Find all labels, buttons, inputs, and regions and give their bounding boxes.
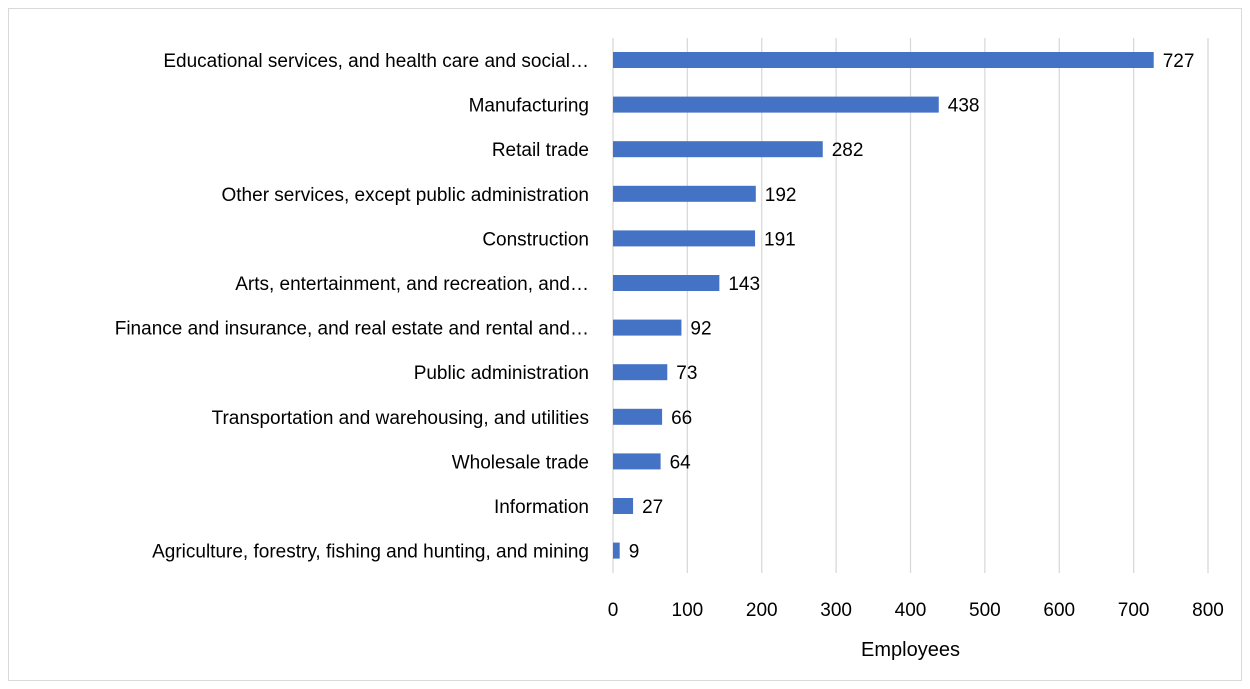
category-label: Construction xyxy=(482,229,589,250)
x-tick-label: 600 xyxy=(1043,600,1075,621)
data-label: 64 xyxy=(670,452,692,473)
x-tick-label: 700 xyxy=(1118,600,1150,621)
category-label: Transportation and warehousing, and util… xyxy=(212,408,589,429)
data-label: 73 xyxy=(676,363,697,384)
category-label: Finance and insurance, and real estate a… xyxy=(115,319,589,340)
bar xyxy=(613,52,1154,68)
data-label: 438 xyxy=(948,96,980,117)
category-label: Public administration xyxy=(414,363,589,384)
category-label: Educational services, and health care an… xyxy=(163,51,589,72)
x-tick-labels: 0 100 200 300 400 500 600 700 800 xyxy=(608,600,1224,621)
category-label: Information xyxy=(494,497,589,518)
data-label: 282 xyxy=(832,140,864,161)
bar xyxy=(613,453,661,470)
data-label: 191 xyxy=(764,229,796,250)
x-tick-label: 100 xyxy=(672,600,704,621)
bar xyxy=(613,364,668,381)
data-label: 9 xyxy=(629,542,640,563)
bar xyxy=(613,230,756,247)
category-label: Manufacturing xyxy=(469,96,589,117)
category-label: Other services, except public administra… xyxy=(222,185,590,206)
chart-frame xyxy=(8,8,1242,681)
category-labels: Educational services, and health care an… xyxy=(115,51,589,563)
category-label: Agriculture, forestry, fishing and hunti… xyxy=(152,542,589,563)
x-tick-label: 300 xyxy=(820,600,852,621)
data-label: 66 xyxy=(671,408,692,429)
x-tick-label: 400 xyxy=(895,600,927,621)
data-labels: 727 438 282 192 191 143 92 73 66 64 27 9 xyxy=(629,51,1195,563)
bar xyxy=(613,542,620,559)
gridlines xyxy=(612,38,1209,573)
x-tick-label: 200 xyxy=(746,600,778,621)
bar xyxy=(613,498,634,514)
bars xyxy=(613,52,1154,559)
x-tick-label: 800 xyxy=(1192,600,1224,621)
x-axis-title: Employees xyxy=(861,639,960,661)
bar xyxy=(613,408,663,425)
bar xyxy=(613,319,682,336)
category-label: Retail trade xyxy=(492,140,589,161)
data-label: 143 xyxy=(728,274,760,295)
x-tick-label: 0 xyxy=(608,600,619,621)
category-label: Wholesale trade xyxy=(452,452,589,473)
bar xyxy=(613,96,939,113)
data-label: 92 xyxy=(690,319,711,340)
data-label: 27 xyxy=(642,497,663,518)
bar xyxy=(613,275,720,291)
bar xyxy=(613,185,756,202)
data-label: 727 xyxy=(1163,51,1195,72)
bar xyxy=(613,141,823,158)
category-label: Arts, entertainment, and recreation, and… xyxy=(235,274,589,295)
data-label: 192 xyxy=(765,185,797,206)
x-tick-label: 500 xyxy=(969,600,1001,621)
